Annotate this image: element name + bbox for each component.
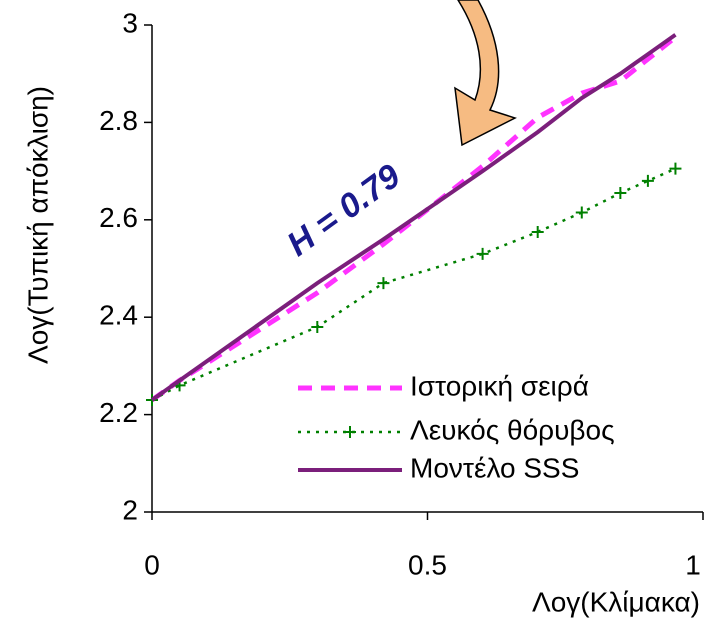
legend-label: Λευκός θόρυβος: [410, 414, 615, 445]
legend-marker: [344, 426, 356, 438]
x-tick-label: 0.5: [408, 549, 447, 580]
y-tick-label: 2.4: [99, 300, 138, 331]
point-marker: [531, 225, 544, 238]
point-marker: [377, 277, 390, 290]
y-tick-label: 2.2: [99, 397, 138, 428]
point-marker: [669, 162, 682, 175]
series-line: [151, 167, 676, 402]
point-marker: [476, 247, 489, 260]
y-tick-label: 2.8: [99, 105, 138, 136]
x-tick-label: 0: [144, 549, 160, 580]
x-tick-label: 1: [685, 549, 701, 580]
point-marker: [311, 320, 324, 333]
legend-label: Μοντέλο SSS: [410, 452, 579, 483]
x-axis-label: Λογ(Κλίμακα): [532, 586, 700, 617]
pointer-arrow: [454, 0, 517, 147]
point-marker: [641, 174, 654, 187]
point-marker: [614, 187, 627, 200]
series-line: [150, 35, 678, 403]
y-axis-label: Λογ(Τυπική απόκλιση): [22, 86, 53, 364]
y-tick-label: 2: [122, 494, 138, 525]
legend-label: Ιστορική σειρά: [410, 370, 589, 401]
annotation: H = 0.79: [280, 157, 407, 264]
y-tick-label: 3: [122, 7, 138, 38]
point-marker: [575, 206, 588, 219]
series-line: [150, 33, 677, 402]
y-tick-label: 2.6: [99, 202, 138, 233]
